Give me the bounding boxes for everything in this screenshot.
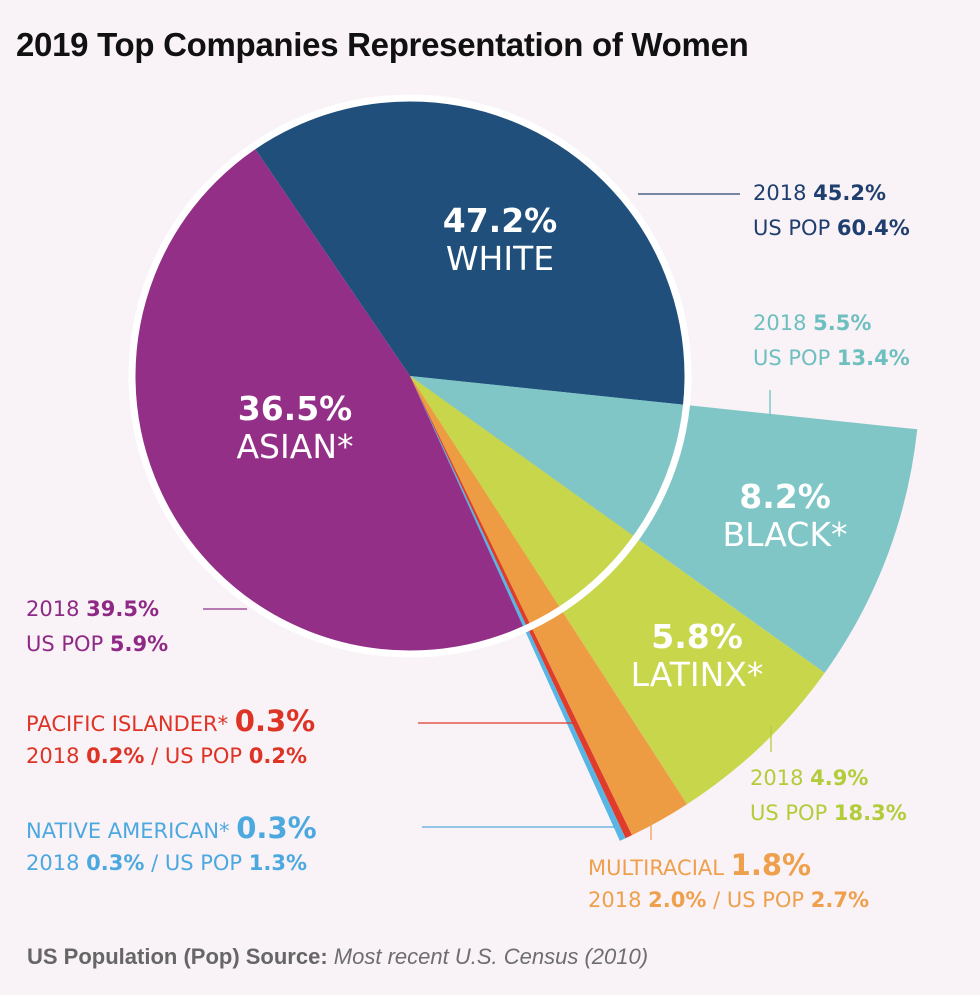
name-native: NATIVE AMERICAN* xyxy=(26,819,230,843)
slice-name-latinx: LATINX* xyxy=(630,654,764,694)
annotation-latinx: 2018 4.9% US POP 18.3% xyxy=(750,768,907,838)
prev-label-white: 2018 xyxy=(753,181,807,205)
slice-value-black: 8.2% xyxy=(739,477,831,516)
prev-label-black: 2018 xyxy=(753,311,807,335)
pop-label-multiracial: US POP xyxy=(726,888,805,912)
pop-label-black: US POP xyxy=(753,346,831,370)
prev-label-asian: 2018 xyxy=(26,597,80,621)
separator-pacific: / xyxy=(151,744,159,768)
slice-multiracial xyxy=(410,376,561,627)
chart-title: 2019 Top Companies Representation of Wom… xyxy=(16,26,749,63)
value-native: 0.3% xyxy=(236,811,317,845)
slice-value-latinx: 5.8% xyxy=(651,617,743,656)
pop-label-native: US POP xyxy=(164,851,243,875)
slice-label-asian: 36.5% ASIAN* xyxy=(195,390,395,466)
value-multiracial: 1.8% xyxy=(730,848,812,882)
prev-value-asian: 39.5% xyxy=(86,597,159,621)
separator-native: / xyxy=(151,851,159,875)
slice-label-white: 47.2% WHITE xyxy=(400,202,600,278)
pop-value-black: 13.4% xyxy=(836,346,910,370)
annotation-multiracial: MULTIRACIAL 1.8% 2018 2.0% / US POP 2.7% xyxy=(588,851,869,925)
slice-value-asian: 36.5% xyxy=(237,389,353,428)
separator-multiracial: / xyxy=(713,888,721,912)
name-pacific: PACIFIC ISLANDER* xyxy=(26,712,229,736)
annotation-white: 2018 45.2% US POP 60.4% xyxy=(753,183,910,253)
prev-value-pacific: 0.2% xyxy=(86,744,145,768)
pop-value-multiracial: 2.7% xyxy=(810,888,870,912)
prev-value-white: 45.2% xyxy=(813,181,886,205)
prev-value-latinx: 4.9% xyxy=(810,766,869,790)
footer-label: US Population (Pop) Source: xyxy=(27,944,328,969)
pop-value-pacific: 0.2% xyxy=(248,744,308,768)
annotation-asian: 2018 39.5% US POP 5.9% xyxy=(26,599,168,669)
name-multiracial: MULTIRACIAL xyxy=(588,856,724,880)
slice-white xyxy=(253,97,689,406)
circle-slices xyxy=(131,97,689,655)
pop-value-asian: 5.9% xyxy=(109,632,169,656)
pop-label-latinx: US POP xyxy=(750,801,828,825)
pop-value-white: 60.4% xyxy=(836,216,910,240)
slice-label-black: 8.2% BLACK* xyxy=(685,478,885,554)
pop-value-latinx: 18.3% xyxy=(833,801,907,825)
pie-ring xyxy=(128,94,692,658)
slice-native xyxy=(410,376,528,630)
slice-name-white: WHITE xyxy=(445,238,555,278)
slice-black xyxy=(410,376,687,538)
footer-source: Most recent U.S. Census (2010) xyxy=(333,944,649,969)
pop-label-asian: US POP xyxy=(26,632,104,656)
annotation-pacific: PACIFIC ISLANDER* 0.3% 2018 0.2% / US PO… xyxy=(26,707,315,781)
value-pacific: 0.3% xyxy=(234,704,316,738)
prev-label-multiracial: 2018 xyxy=(588,888,642,912)
prev-label-native: 2018 xyxy=(26,851,80,875)
slice-label-latinx: 5.8% LATINX* xyxy=(597,618,797,694)
pop-label-white: US POP xyxy=(753,216,831,240)
prev-value-native: 0.3% xyxy=(86,851,145,875)
slice-asian xyxy=(131,146,525,655)
prev-value-multiracial: 2.0% xyxy=(648,888,707,912)
slice-name-black: BLACK* xyxy=(722,514,848,554)
annotation-black: 2018 5.5% US POP 13.4% xyxy=(753,313,910,383)
pop-value-native: 1.3% xyxy=(248,851,308,875)
annotation-native: NATIVE AMERICAN* 0.3% 2018 0.3% / US POP… xyxy=(26,814,317,888)
slice-value-white: 47.2% xyxy=(442,201,558,240)
leader-lines xyxy=(203,193,772,840)
prev-label-latinx: 2018 xyxy=(750,766,804,790)
pop-label-pacific: US POP xyxy=(164,744,243,768)
source-footer: US Population (Pop) Source: Most recent … xyxy=(27,944,648,970)
prev-label-pacific: 2018 xyxy=(26,744,80,768)
slice-name-asian: ASIAN* xyxy=(236,426,354,466)
slice-latinx xyxy=(410,376,637,610)
prev-value-black: 5.5% xyxy=(813,311,872,335)
slice-pacific xyxy=(410,376,531,628)
